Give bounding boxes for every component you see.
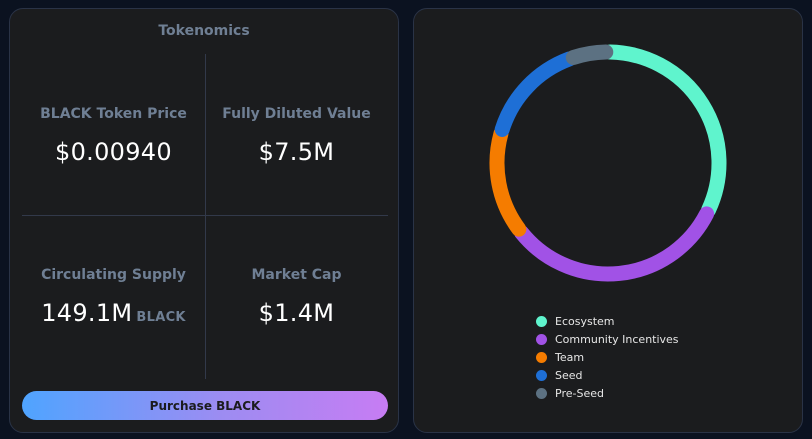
circulating-supply-label: Circulating Supply	[41, 267, 186, 283]
market-cap-label: Market Cap	[251, 267, 342, 283]
allocation-donut-chart	[489, 44, 727, 282]
card-title: Tokenomics	[158, 23, 250, 39]
chart-legend: Ecosystem Community Incentives Team Seed Pre…	[536, 312, 679, 402]
tokenomics-card: Tokenomics BLACK Token Price $0.00940 Fu…	[9, 8, 399, 433]
legend-item-pre-seed[interactable]: Pre-Seed	[536, 384, 679, 402]
circulating-supply-unit: BLACK	[136, 310, 186, 325]
vertical-divider	[205, 54, 206, 379]
circulating-supply-stat: Circulating Supply 149.1M BLACK	[22, 267, 205, 327]
token-price-stat: BLACK Token Price $0.00940	[22, 106, 205, 166]
legend-label: Pre-Seed	[555, 386, 604, 400]
legend-label: Community Incentives	[555, 332, 679, 346]
fdv-value: $7.5M	[258, 138, 335, 166]
legend-item-team[interactable]: Team	[536, 348, 679, 366]
allocation-chart-card: Ecosystem Community Incentives Team Seed Pre…	[413, 8, 803, 433]
donut-slice-pre-seed[interactable]	[565, 44, 614, 66]
donut-slice-ecosystem[interactable]	[602, 44, 727, 218]
legend-label: Team	[555, 350, 585, 364]
fdv-stat: Fully Diluted Value $7.5M	[205, 106, 388, 166]
donut-slice-seed[interactable]	[494, 51, 577, 137]
purchase-button[interactable]: Purchase BLACK	[22, 391, 388, 420]
token-price-label: BLACK Token Price	[40, 106, 187, 122]
legend-swatch	[536, 351, 547, 363]
market-cap-stat: Market Cap $1.4M	[205, 267, 388, 327]
donut-slice-team[interactable]	[489, 126, 527, 237]
legend-label: Seed	[555, 368, 583, 382]
legend-item-ecosystem[interactable]: Ecosystem	[536, 312, 679, 330]
legend-swatch	[536, 333, 547, 345]
legend-label: Ecosystem	[555, 314, 615, 328]
token-price-value: $0.00940	[55, 138, 172, 166]
horizontal-divider	[22, 215, 388, 216]
market-cap-value: $1.4M	[258, 299, 335, 327]
legend-item-seed[interactable]: Seed	[536, 366, 679, 384]
circulating-supply-value-row: 149.1M BLACK	[22, 299, 205, 327]
legend-swatch	[536, 369, 547, 381]
donut-slice-community-incentives[interactable]	[514, 206, 715, 282]
circulating-supply-value: 149.1M	[41, 299, 133, 327]
fdv-label: Fully Diluted Value	[222, 106, 371, 122]
legend-swatch	[536, 315, 547, 327]
legend-swatch	[536, 387, 547, 399]
legend-item-community-incentives[interactable]: Community Incentives	[536, 330, 679, 348]
